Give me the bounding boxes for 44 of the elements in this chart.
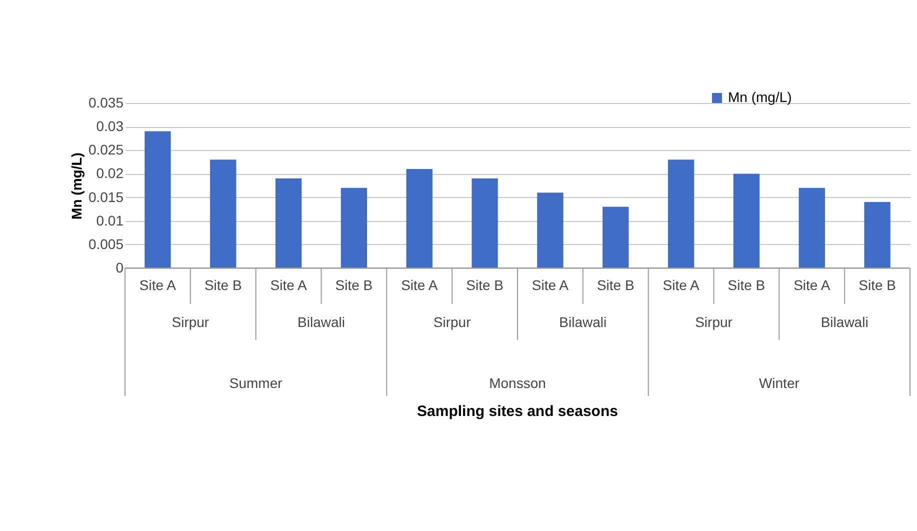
text: Bilawali	[559, 314, 607, 330]
legend-label: Mn (mg/L)	[728, 89, 792, 105]
y-tick-label: 0.005	[88, 236, 124, 252]
x-tick-label: Site B	[335, 277, 373, 293]
text: Sampling sites and seasons	[417, 403, 618, 420]
y-tick-label: 0	[116, 260, 124, 276]
x-tick-label: Site A	[532, 277, 570, 293]
bar	[798, 188, 825, 268]
x-tick-label: Site A	[794, 277, 831, 293]
x-tick-label: Site B	[466, 277, 504, 293]
bar	[275, 178, 302, 268]
bar	[668, 160, 694, 268]
x-tick-label: Site B	[596, 277, 634, 293]
x-tick-label: Site B	[728, 277, 766, 293]
bar	[144, 131, 171, 268]
x-tick-label: Site A	[401, 277, 438, 293]
y-tick-label: 0.025	[88, 142, 124, 158]
y-tick-label: 0.02	[96, 165, 124, 182]
text: Bilawali	[820, 314, 868, 330]
bar	[602, 206, 629, 268]
x-tick-label: Site B	[204, 277, 242, 293]
y-tick-label: 0.035	[88, 94, 124, 110]
text: Sirpur	[433, 314, 472, 330]
bar	[210, 160, 236, 268]
x-tick-label: Site A	[662, 277, 700, 293]
bar	[406, 169, 432, 268]
y-tick-label: 0.015	[88, 188, 124, 205]
text: Bilawali	[298, 314, 345, 330]
text: Monsson	[489, 375, 546, 391]
bar	[537, 192, 564, 268]
y-tick-label: 0.03	[96, 118, 124, 134]
text: Winter	[758, 375, 800, 391]
bar	[472, 178, 498, 268]
bar	[864, 202, 890, 268]
text: Sirpur	[695, 314, 733, 330]
x-tick-label: Site A	[139, 277, 177, 293]
bar	[340, 188, 368, 268]
x-tick-label: Site B	[858, 277, 896, 293]
y-axis-title: Mn (mg/L)	[68, 152, 84, 220]
y-tick-label: 0.01	[96, 212, 124, 228]
text: Sirpur	[172, 314, 210, 330]
x-tick-label: Site A	[270, 277, 308, 293]
text: Summer	[229, 375, 283, 391]
bar	[733, 174, 760, 268]
